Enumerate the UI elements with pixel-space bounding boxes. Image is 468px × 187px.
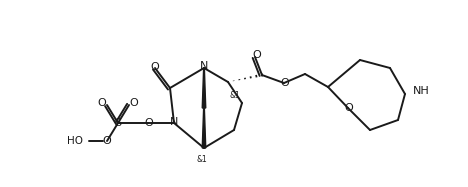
Text: O: O bbox=[145, 118, 154, 128]
Text: NH: NH bbox=[413, 86, 430, 96]
Text: &1: &1 bbox=[197, 156, 207, 165]
Text: O: O bbox=[98, 98, 106, 108]
Text: O: O bbox=[344, 103, 353, 113]
Text: HO: HO bbox=[67, 136, 83, 146]
Polygon shape bbox=[202, 68, 206, 108]
Text: O: O bbox=[151, 62, 160, 72]
Text: N: N bbox=[170, 117, 178, 127]
Text: O: O bbox=[253, 50, 261, 60]
Text: O: O bbox=[281, 78, 289, 88]
Text: S: S bbox=[115, 118, 122, 128]
Text: O: O bbox=[130, 98, 139, 108]
Text: O: O bbox=[102, 136, 111, 146]
Text: N: N bbox=[200, 61, 208, 71]
Text: &1: &1 bbox=[230, 91, 241, 99]
Polygon shape bbox=[202, 108, 206, 148]
